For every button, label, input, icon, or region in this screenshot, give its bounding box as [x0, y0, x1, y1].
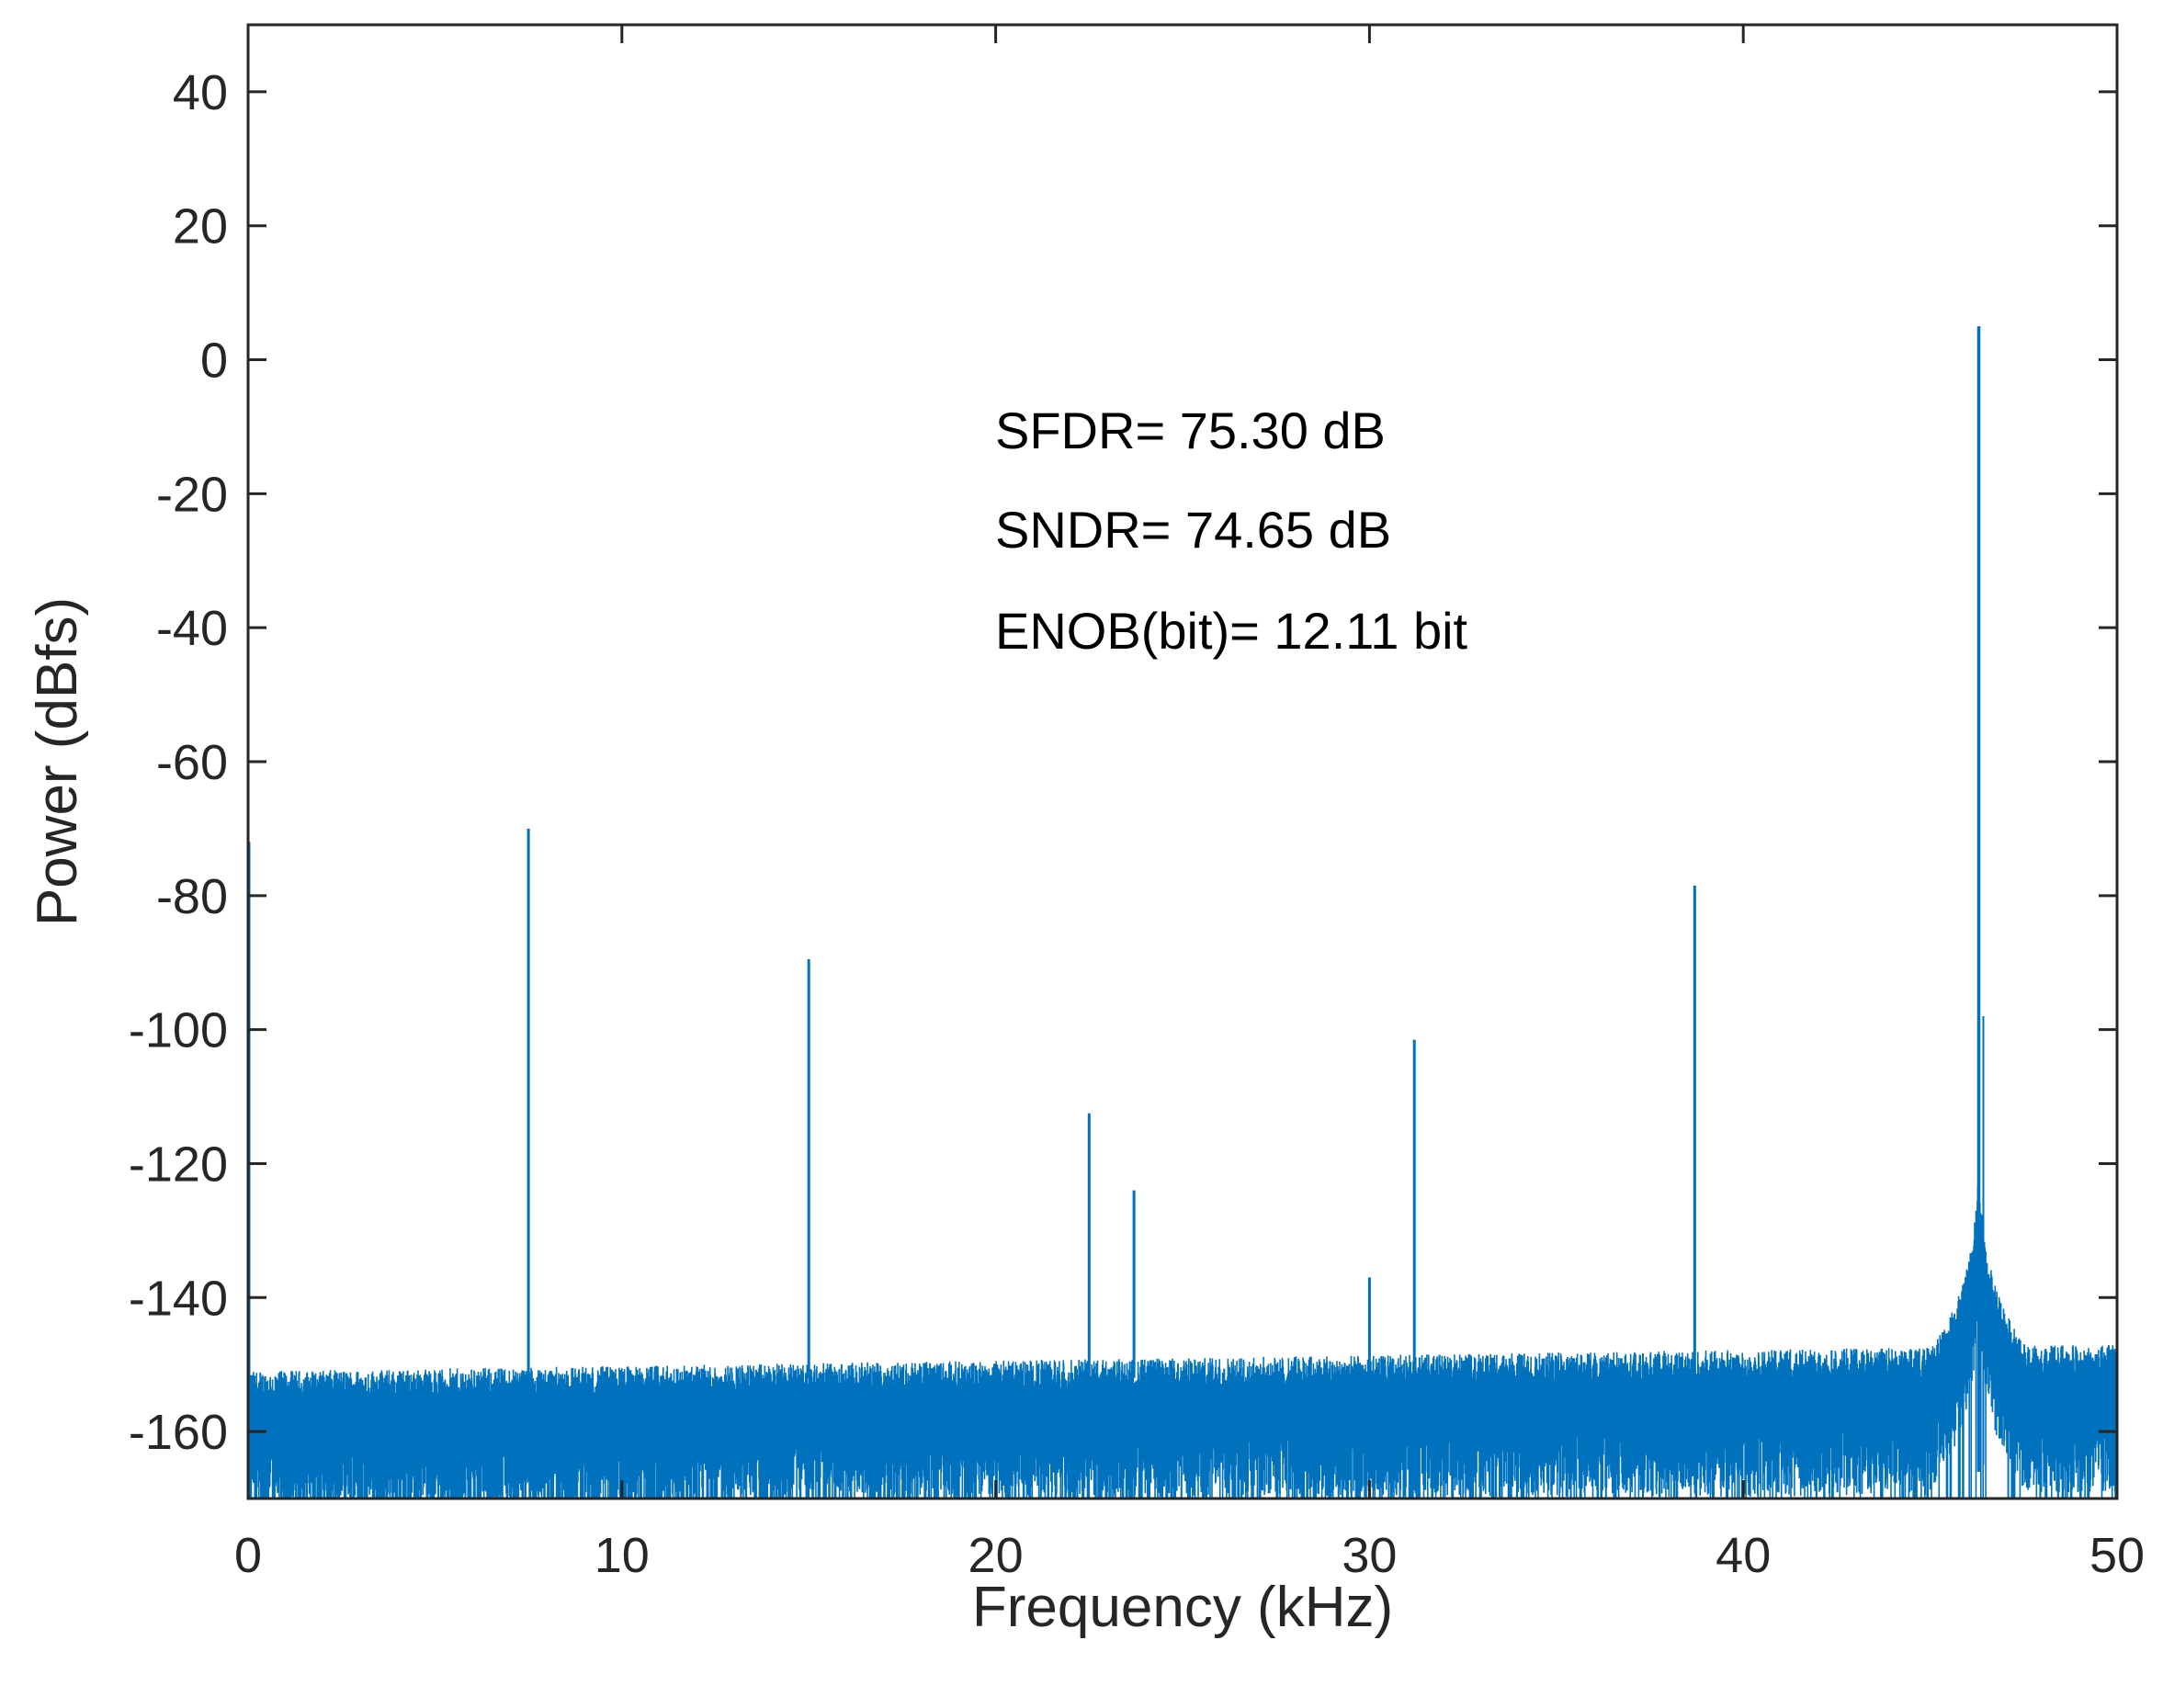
annotation-sndr: SNDR= 74.65 dB — [995, 501, 1391, 559]
x-tick-label: 30 — [1342, 1528, 1397, 1583]
x-tick-label: 20 — [968, 1528, 1024, 1583]
x-axis-ticks: 0 10 20 30 40 50 — [234, 25, 2145, 1583]
x-tick-label: 40 — [1716, 1528, 1771, 1583]
y-tick-label: -160 — [129, 1405, 228, 1460]
y-tick-label: 0 — [200, 334, 228, 389]
annotation-sfdr: SFDR= 75.30 dB — [995, 402, 1386, 459]
spectrum-trace — [247, 326, 2118, 1499]
y-tick-label: -60 — [156, 735, 228, 790]
y-tick-label: -40 — [156, 601, 228, 656]
annotation-enob: ENOB(bit)= 12.11 bit — [995, 602, 1468, 660]
y-axis-title: Power (dBfs) — [26, 597, 89, 926]
x-tick-label: 10 — [595, 1528, 650, 1583]
x-axis-title: Frequency (kHz) — [972, 1576, 1393, 1639]
y-tick-label: 40 — [173, 65, 228, 120]
x-tick-label: 50 — [2089, 1528, 2145, 1583]
y-tick-label: -140 — [129, 1271, 228, 1326]
y-tick-label: 20 — [173, 199, 228, 255]
y-tick-label: -120 — [129, 1137, 228, 1192]
y-tick-label: -20 — [156, 467, 228, 522]
plot-background — [248, 25, 2117, 1499]
y-tick-label: -100 — [129, 1003, 228, 1058]
y-axis-ticks: 40 20 0 -20 -40 -60 -80 -100 -120 -140 -160 — [129, 65, 2117, 1460]
y-tick-label: -80 — [156, 869, 228, 924]
x-tick-label: 0 — [234, 1528, 262, 1583]
